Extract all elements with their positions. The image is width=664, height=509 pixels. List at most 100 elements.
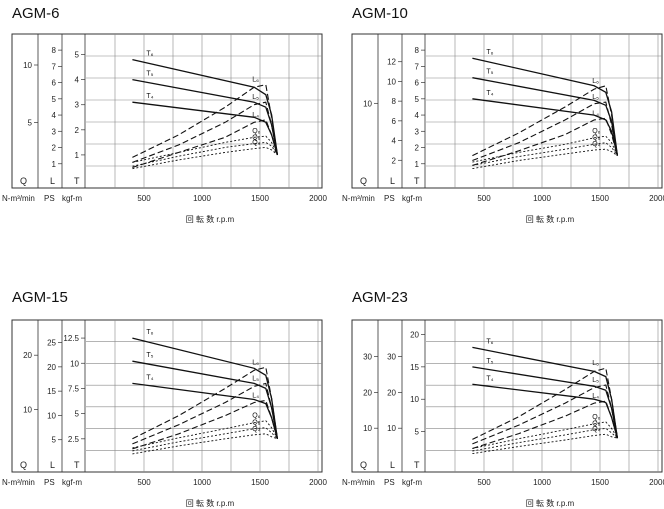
- series-label: Q₄: [252, 426, 260, 433]
- series-label: L₄: [252, 112, 259, 119]
- chart-title: AGM-15: [12, 289, 68, 306]
- x-tick-label: 2000: [649, 478, 664, 487]
- chart-title: AGM-6: [12, 5, 60, 22]
- axis-tick-label: 1: [52, 160, 57, 169]
- axis-tick-label: 1: [415, 160, 420, 169]
- axis-short-label: Q: [20, 176, 27, 186]
- series-line: [472, 101, 618, 162]
- axis-tick-label: 5: [415, 95, 420, 104]
- axis-tick-label: 10: [363, 424, 372, 433]
- series-label: Q₅: [252, 134, 260, 141]
- x-axis-title: 回 転 数 r.p.m: [526, 214, 575, 224]
- axis-tick-label: 15: [410, 363, 419, 372]
- axis-unit-label: PS: [384, 194, 395, 203]
- series-line: [132, 366, 278, 440]
- series-label: T₅: [486, 69, 493, 76]
- series-label: Q₄: [592, 141, 600, 148]
- chart-panel: AGM-6 5 10 Q 1 2 3 4 5 6 7 8 L 1 2 3 4 5 T N-m³/min PS kgf-m 5…: [2, 5, 327, 224]
- x-tick-label: 2000: [649, 194, 664, 203]
- axis-tick-label: 7.5: [68, 384, 80, 393]
- axis-tick-label: 5: [75, 410, 80, 419]
- chart-title: AGM-23: [352, 289, 408, 306]
- series-label: L₅: [592, 94, 599, 101]
- axis-short-label: T: [74, 176, 80, 186]
- series-label: L₅: [592, 377, 599, 384]
- series-label: T₆: [146, 51, 153, 58]
- axis-unit-label: kgf-m: [402, 194, 422, 203]
- series-label: Q₆: [252, 413, 260, 420]
- series-label: L₅: [252, 375, 259, 382]
- axis-tick-label: 4: [415, 111, 420, 120]
- plot-frame: [351, 319, 663, 473]
- axis-tick-label: 10: [363, 99, 372, 108]
- axis-unit-label: PS: [44, 194, 55, 203]
- series-line: [132, 146, 278, 170]
- axis-unit-label: N-m³/min: [2, 194, 35, 203]
- axis-tick-label: 5: [52, 95, 57, 104]
- axis-short-label: T: [414, 176, 420, 186]
- axis-tick-label: 7: [52, 62, 57, 71]
- axis-tick-label: 8: [52, 46, 57, 55]
- x-tick-label: 2000: [309, 194, 327, 203]
- series-label: L₄: [592, 393, 599, 400]
- series-label: T₆: [486, 49, 493, 56]
- x-tick-label: 500: [477, 194, 491, 203]
- series-line: [472, 117, 618, 166]
- series-label: T₄: [486, 90, 493, 97]
- axis-tick-label: 30: [363, 353, 372, 362]
- series-label: T₄: [486, 375, 493, 382]
- axis-tick-label: 10: [410, 395, 419, 404]
- series-label: T₄: [146, 374, 153, 381]
- x-tick-label: 500: [477, 478, 491, 487]
- series-line: [132, 101, 278, 163]
- series-line: [132, 420, 278, 449]
- axis-tick-label: 12.5: [63, 334, 79, 343]
- axis-short-label: L: [390, 460, 395, 470]
- axis-tick-label: 5: [52, 436, 57, 445]
- series-line: [472, 135, 618, 163]
- axis-tick-label: 5: [415, 428, 420, 437]
- axis-tick-label: 10: [23, 406, 32, 415]
- axis-tick-label: 7: [415, 62, 420, 71]
- series-label: Q₅: [252, 420, 260, 427]
- series-line: [132, 433, 278, 455]
- axis-tick-label: 20: [387, 388, 396, 397]
- axis-tick-label: 8: [415, 46, 420, 55]
- axis-tick-label: 6: [415, 79, 420, 88]
- chart-panel: AGM-15 10 20 Q 5 10 15 20 25 L 2.5 5 7.5 10 12.5 T N-m³/…: [2, 289, 327, 508]
- axis-short-label: Q: [360, 176, 367, 186]
- axis-unit-label: PS: [384, 478, 395, 487]
- axis-tick-label: 10: [47, 411, 56, 420]
- x-axis-title: 回 転 数 r.p.m: [186, 214, 235, 224]
- series-label: Q₅: [592, 420, 600, 427]
- axis-tick-label: 15: [47, 387, 56, 396]
- x-tick-label: 1500: [251, 478, 269, 487]
- x-axis-title: 回 転 数 r.p.m: [186, 498, 235, 508]
- axis-tick-label: 2: [52, 144, 57, 153]
- series-line: [472, 384, 618, 445]
- series-label: Q₆: [252, 128, 260, 135]
- axis-short-label: L: [50, 176, 55, 186]
- axis-tick-label: 1: [75, 151, 80, 160]
- axis-unit-label: kgf-m: [402, 478, 422, 487]
- axis-tick-label: 6: [52, 79, 57, 88]
- axis-tick-label: 20: [47, 363, 56, 372]
- series-line: [472, 400, 618, 450]
- series-label: Q₆: [592, 414, 600, 421]
- x-tick-label: 1000: [193, 194, 211, 203]
- series-line: [472, 346, 619, 439]
- series-label: L₆: [592, 360, 599, 367]
- series-line: [132, 58, 279, 155]
- series-label: L₅: [252, 94, 259, 101]
- axis-tick-label: 2: [392, 156, 397, 165]
- series-line: [132, 135, 278, 163]
- plot-frame: [11, 319, 323, 473]
- axis-unit-label: kgf-m: [62, 194, 82, 203]
- series-label: L₆: [592, 78, 599, 85]
- series-line: [472, 367, 618, 440]
- series-line: [472, 98, 619, 156]
- x-tick-label: 1500: [251, 194, 269, 203]
- x-tick-label: 1000: [533, 478, 551, 487]
